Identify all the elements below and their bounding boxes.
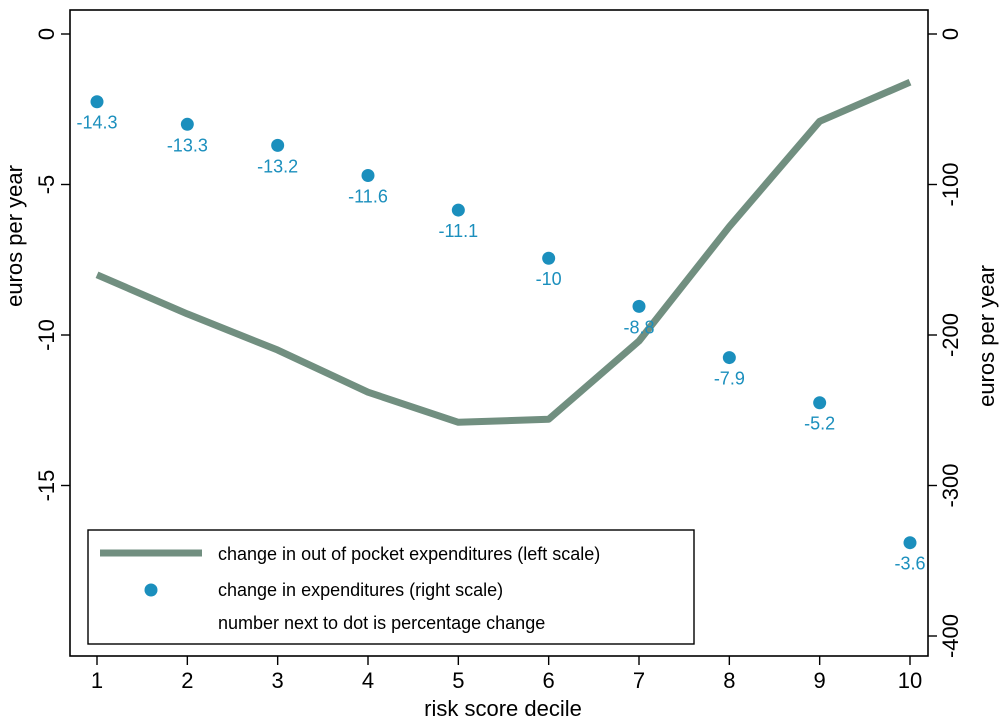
- plot-area: [69, 9, 929, 657]
- right-axis-title: euros per year: [974, 265, 999, 407]
- legend: change in out of pocket expenditures (le…: [87, 529, 695, 645]
- data-label: -14.3: [76, 113, 117, 133]
- x-axis-title: risk score decile: [424, 696, 582, 721]
- legend-box: [87, 529, 695, 645]
- right-tick-label: 0: [938, 28, 963, 40]
- scatter-point: [813, 396, 827, 410]
- right-tick-label: -200: [938, 313, 963, 357]
- x-tick-label: 10: [898, 668, 922, 693]
- x-tick-label: 6: [543, 668, 555, 693]
- data-label: -13.2: [257, 156, 298, 176]
- scatter-point: [451, 203, 465, 217]
- legend-dot-swatch: [144, 583, 158, 597]
- left-tick-label: 0: [34, 28, 59, 40]
- scatter-point: [180, 117, 194, 131]
- data-label: -7.9: [714, 369, 745, 389]
- left-tick-label: -15: [34, 470, 59, 502]
- data-label: -8.8: [623, 317, 654, 337]
- scatter-point: [903, 536, 917, 550]
- data-label: -5.2: [804, 414, 835, 434]
- left-tick-label: -10: [34, 319, 59, 351]
- x-tick-label: 3: [272, 668, 284, 693]
- data-label: -11.6: [348, 186, 388, 206]
- line-series: [95, 78, 912, 426]
- right-tick-label: -400: [938, 614, 963, 658]
- right-tick-label: -100: [938, 162, 963, 206]
- x-tick-label: 7: [633, 668, 645, 693]
- left-tick-label: -5: [34, 175, 59, 195]
- scatter-point: [632, 299, 646, 313]
- scatter-point: [90, 95, 104, 109]
- left-axis: 0 -5 -10 -15: [34, 28, 70, 502]
- scatter-point: [722, 351, 736, 365]
- legend-note: number next to dot is percentage change: [218, 613, 545, 633]
- plot-frame: [69, 9, 929, 657]
- scatter-series: -14.3 -13.3 -13.2 -11.6 -11.1 -10 -8.8 -7.9 -5.2…: [76, 95, 926, 574]
- x-tick-label: 9: [814, 668, 826, 693]
- scatter-point: [271, 138, 285, 152]
- x-tick-label: 4: [362, 668, 374, 693]
- x-axis: 1 2 3 4 5 6 7 8 9 10: [91, 656, 922, 693]
- scatter-point: [361, 168, 375, 182]
- data-label: -13.3: [167, 135, 208, 155]
- data-label: -3.6: [894, 554, 925, 574]
- legend-entry-line: change in out of pocket expenditures (le…: [218, 544, 600, 564]
- right-axis: 0 -100 -200 -300 -400: [928, 28, 963, 658]
- x-tick-label: 8: [723, 668, 735, 693]
- x-tick-label: 2: [181, 668, 193, 693]
- scatter-point: [542, 251, 556, 265]
- left-axis-title: euros per year: [2, 165, 27, 307]
- legend-entry-dots: change in expenditures (right scale): [218, 580, 503, 600]
- right-tick-label: -300: [938, 463, 963, 507]
- data-label: -10: [536, 269, 562, 289]
- data-label: -11.1: [438, 221, 478, 241]
- series-line: [95, 78, 912, 426]
- x-tick-label: 5: [452, 668, 464, 693]
- x-tick-label: 1: [91, 668, 103, 693]
